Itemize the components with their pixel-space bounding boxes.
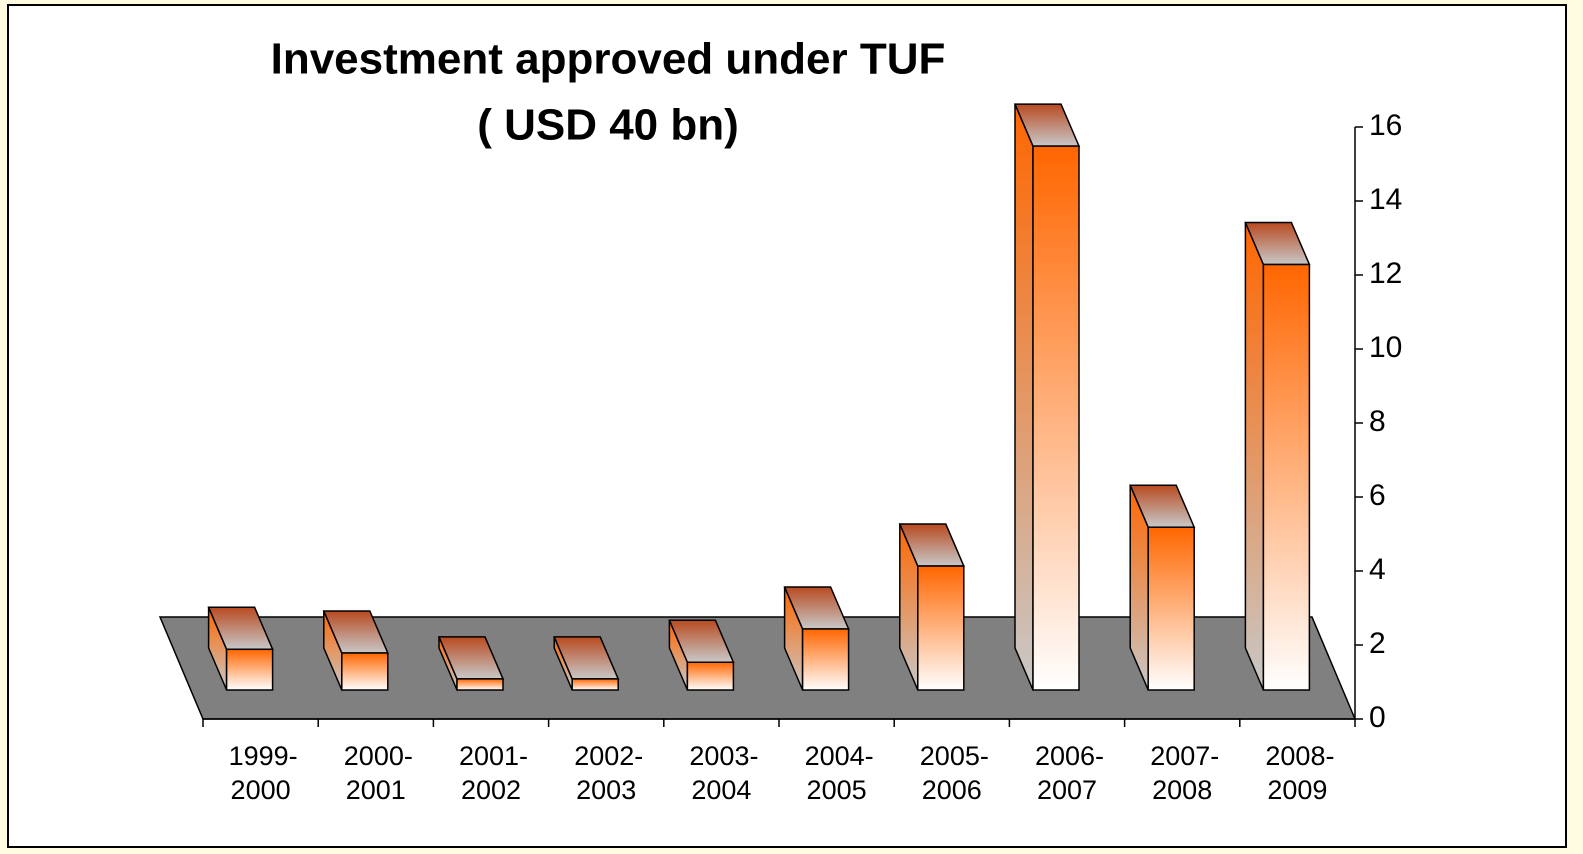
x-tick-label-box: 2008-2009 [1265,741,1335,805]
x-tick-label: 2007-2008 [1150,741,1220,805]
bar [898,523,965,691]
x-tick-label: 2001-2002 [458,741,529,805]
y-tick-label: 16 [1369,109,1402,142]
y-tick-label: 4 [1369,553,1386,586]
bar [783,586,850,691]
x-tick-label-box: 2005-2006 [919,741,989,805]
x-tick-label: 2005-2006 [919,741,989,805]
chart-subtitle: ( USD 40 bn) [477,101,739,150]
y-tick-label: 8 [1369,405,1386,438]
bar-front [1032,145,1080,691]
bar [437,636,505,691]
bar-front [686,661,735,691]
bar-side [1244,222,1265,691]
bar-front [341,652,389,691]
x-tick-label: 2004-2005 [804,741,874,805]
x-tick-label: 2002-2003 [574,741,644,805]
bar-front [801,628,850,691]
x-tick-label: 2003-2004 [689,741,759,805]
x-tick-label-box: 2003-2004 [689,741,759,805]
bar-front [917,565,965,691]
x-tick-label-box: 2001-2002 [458,741,529,805]
x-tick-label: 2008-2009 [1265,741,1335,805]
bar [322,610,389,691]
bar-side [1014,103,1034,691]
y-tick-label: 14 [1369,183,1402,216]
x-tick-label-box: 1999-2000 [228,741,298,805]
y-tick-label: 12 [1369,257,1402,290]
bar-front [571,678,619,691]
bar [668,619,735,691]
bar [207,606,274,691]
bar-front [225,648,274,691]
bar [1013,103,1081,691]
y-tick-label: 10 [1369,331,1402,364]
chart-title: Investment approved under TUF [271,35,946,84]
bar-front [1262,263,1311,691]
plot-frame [7,4,1567,848]
bar-front [456,678,504,691]
x-tick-label: 1999-2000 [228,741,298,805]
y-tick-label: 6 [1369,479,1386,512]
bar [1244,221,1311,691]
x-tick-label-box: 2007-2008 [1150,741,1220,805]
x-tick-label: 2006-2007 [1034,741,1105,805]
bar [1129,484,1196,691]
x-tick-label-box: 2000-2001 [343,741,413,805]
bar-front [1147,526,1195,691]
x-tick-label-box: 2002-2003 [574,741,644,805]
x-tick-label: 2000-2001 [343,741,413,805]
bar [553,636,620,691]
y-tick-label: 2 [1369,627,1386,660]
x-tick-label-box: 2006-2007 [1034,741,1105,805]
x-tick-label-box: 2004-2005 [804,741,874,805]
y-tick-label: 0 [1369,701,1386,734]
